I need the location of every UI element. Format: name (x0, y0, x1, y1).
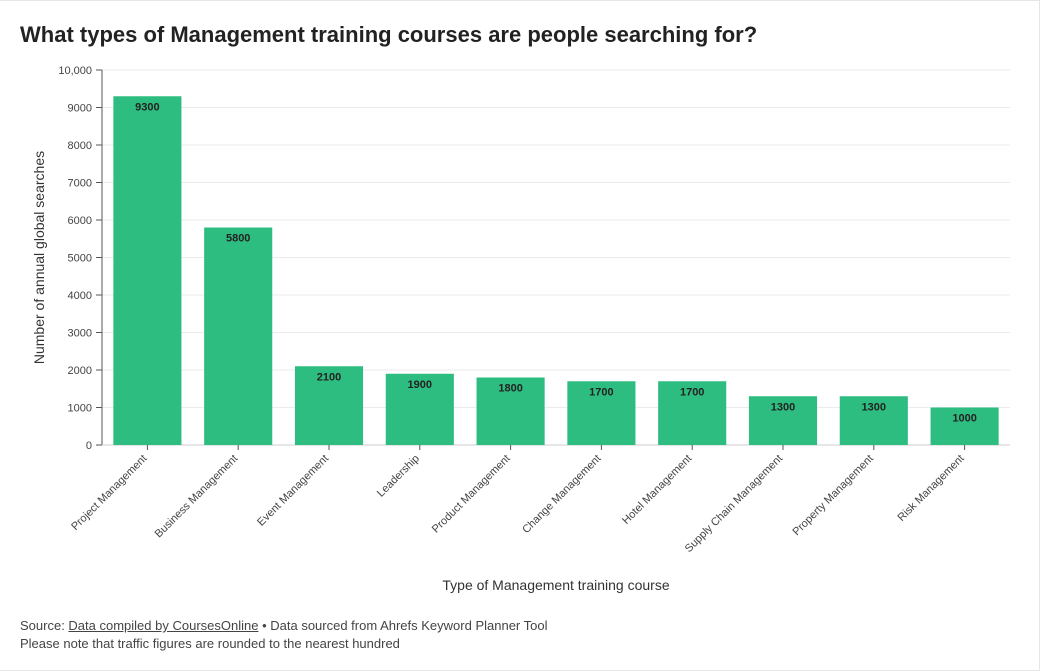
x-tick-label: Change Management (520, 453, 603, 536)
bar (476, 377, 545, 445)
y-tick-label: 8000 (68, 140, 92, 152)
x-axis-title: Type of Management training course (442, 577, 669, 593)
bar-value-label: 9300 (135, 101, 159, 113)
source-suffix: • Data sourced from Ahrefs Keyword Plann… (258, 618, 548, 633)
x-tick-label: Property Management (790, 453, 875, 538)
source-prefix: Source: (20, 618, 69, 633)
x-tick-label: Product Management (430, 453, 513, 536)
chart-title: What types of Management training course… (20, 22, 758, 47)
y-axis-title: Number of annual global searches (31, 151, 47, 364)
x-tick-label: Supply Chain Management (683, 453, 785, 555)
x-tick-label: Project Management (69, 453, 149, 533)
bar-value-label: 1000 (952, 413, 976, 425)
x-tick-label: Risk Management (896, 453, 967, 524)
bar (748, 396, 818, 445)
y-tick-label: 0 (86, 440, 92, 452)
bar-value-label: 1700 (589, 386, 613, 398)
x-tick-label: Business Management (153, 453, 241, 541)
y-tick-label: 6000 (68, 215, 92, 227)
bar-value-label: 1800 (498, 383, 522, 395)
bar (204, 227, 273, 445)
source-line: Source: Data compiled by CoursesOnline •… (20, 617, 547, 635)
footer-note: Please note that traffic figures are rou… (20, 636, 400, 651)
bar-value-label: 5800 (226, 233, 250, 245)
y-tick-label: 5000 (68, 253, 92, 265)
x-tick-label: Event Management (255, 453, 331, 529)
bar-value-label: 2100 (317, 371, 341, 383)
bar (294, 366, 364, 445)
bar-value-label: 1300 (862, 401, 886, 413)
source-link[interactable]: Data compiled by CoursesOnline (68, 618, 259, 633)
y-tick-label: 7000 (68, 178, 92, 190)
bar (839, 396, 908, 445)
chart-footer: Source: Data compiled by CoursesOnline •… (20, 617, 547, 653)
bar-value-label: 1300 (771, 401, 795, 413)
y-tick-label: 3000 (68, 328, 92, 340)
y-tick-label: 2000 (68, 365, 92, 377)
x-tick-label: Leadership (375, 453, 422, 500)
x-tick-label: Hotel Management (620, 453, 694, 527)
bar-value-label: 1900 (408, 379, 432, 391)
bar (930, 407, 999, 445)
bar (113, 96, 182, 445)
bar-value-label: 1700 (680, 386, 704, 398)
bar-chart: 0 1000 2000 3000 4000 5000 6000 7000 8000 9000 10,… (31, 65, 1010, 593)
y-tick-label: 10,000 (58, 65, 92, 77)
y-tick-label: 4000 (68, 290, 92, 302)
bar (658, 381, 727, 445)
bar (385, 373, 454, 445)
y-tick-label: 9000 (68, 103, 92, 115)
bar (567, 381, 636, 445)
y-tick-label: 1000 (68, 403, 92, 415)
